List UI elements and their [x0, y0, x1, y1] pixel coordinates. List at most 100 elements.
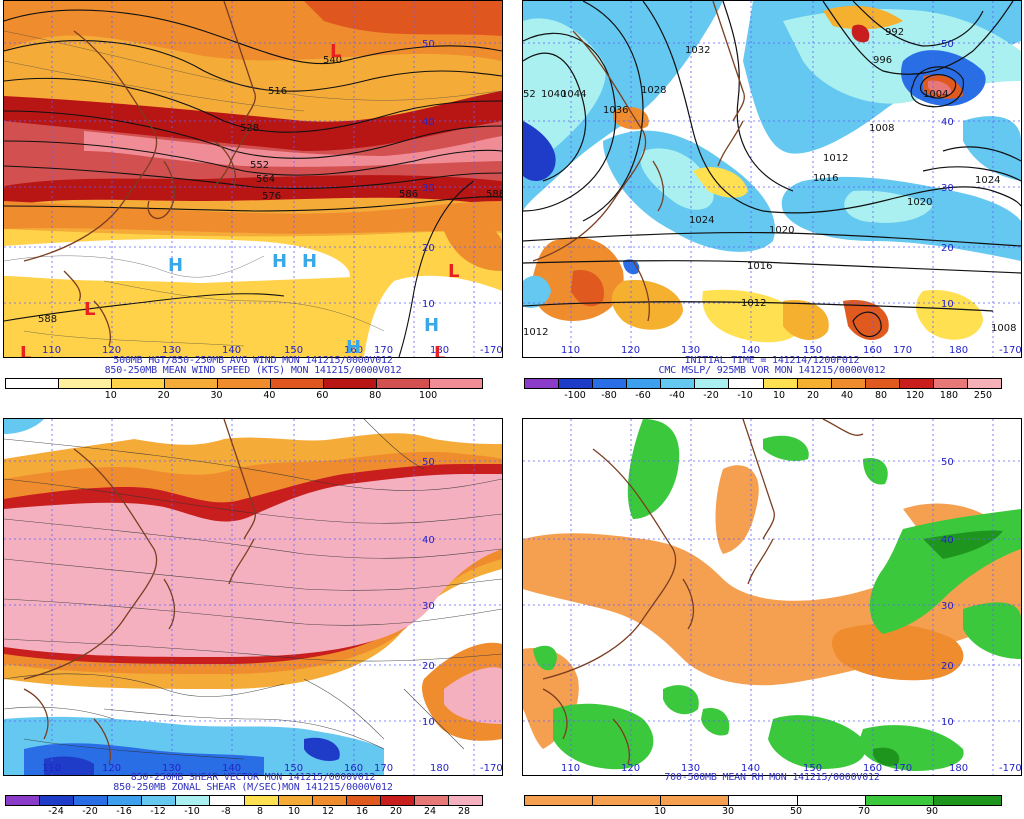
colorbar-label: -8: [221, 806, 231, 817]
isobar-label: 1032: [685, 45, 710, 56]
colorbar: [524, 795, 1002, 806]
lon-label: 130: [681, 345, 700, 356]
lat-label: 50: [422, 39, 435, 50]
lat-label: 40: [422, 535, 435, 546]
lat-label: 50: [941, 39, 954, 50]
lat-label: 10: [422, 717, 435, 728]
isobar-label: 1016: [813, 173, 838, 184]
colorbar-segment: [661, 379, 696, 388]
colorbar-label: 120: [905, 390, 925, 401]
colorbar-label: 10: [653, 806, 667, 817]
map-graphic: 50 40 30 20 10 110 120 130 140 150 160 1…: [523, 419, 1021, 775]
lon-label: -170: [480, 763, 502, 774]
colorbar-segment: [525, 379, 560, 388]
colorbar-segment: [449, 796, 483, 805]
colorbar-segment: [831, 379, 866, 388]
isobar-label: 1020: [769, 225, 794, 236]
panel-caption: 500MB HGT/850-250MB AVG WIND MON 141215/…: [104, 355, 402, 376]
lon-label: 120: [621, 345, 640, 356]
colorbar-labels: -24 -20 -16 -12 -10 -8 8 10 12 16 20 24 28: [5, 806, 481, 818]
lon-label: 160: [344, 763, 363, 774]
contour-label: 540: [323, 55, 342, 66]
contour-label: 516: [268, 86, 287, 97]
lat-label: 20: [941, 243, 954, 254]
colorbar-label: 30: [210, 390, 223, 401]
colorbar-label: 80: [369, 390, 382, 401]
colorbar-label: -16: [116, 806, 132, 817]
isobar-label: 996: [873, 55, 892, 66]
colorbar-segment: [312, 796, 347, 805]
colorbar-segment: [968, 379, 1002, 388]
isobar-label: 1012: [741, 298, 766, 309]
panel-caption: INITIAL TIME = 141214/1200F012 CMC MSLP/…: [658, 355, 886, 376]
lat-label: 30: [941, 183, 954, 194]
colorbar-segment: [142, 796, 177, 805]
colorbar-segment: [797, 379, 832, 388]
colorbar-segment: [559, 379, 594, 388]
isobar-label: 1024: [975, 175, 1000, 186]
colorbar-segment: [661, 796, 730, 805]
lon-label: 150: [284, 763, 303, 774]
colorbar-segment: [165, 379, 218, 388]
isobar-label: 1008: [991, 323, 1016, 334]
lon-label: 160: [863, 345, 882, 356]
panel-caption: 850-250MB SHEAR VECTOR MON 141215/0000V0…: [113, 772, 393, 793]
colorbar-segment: [210, 796, 245, 805]
lat-label: 40: [422, 117, 435, 128]
colorbar-segment: [593, 796, 662, 805]
lat-label: 30: [422, 601, 435, 612]
colorbar-label: -10: [737, 390, 753, 401]
colorbar-label: 10: [772, 390, 786, 401]
low-pressure-marker: L: [434, 343, 445, 357]
isobar-label: 1012: [523, 327, 548, 338]
colorbar-label: -20: [703, 390, 719, 401]
contour-label: 588: [486, 189, 502, 200]
low-pressure-marker: L: [84, 299, 95, 320]
isobar-label: 1016: [747, 261, 772, 272]
colorbar-labels: 10 30 50 70 90: [524, 806, 1000, 818]
lon-label: 160: [344, 345, 363, 356]
isobar-label: 1012: [823, 153, 848, 164]
colorbar-segment: [593, 379, 628, 388]
lon-label: 110: [42, 763, 61, 774]
contour-label: 528: [240, 123, 259, 134]
lat-label: 40: [941, 535, 954, 546]
lon-label: 180: [430, 345, 449, 356]
colorbar-segment: [176, 796, 211, 805]
lon-label: 110: [42, 345, 61, 356]
lon-label: 150: [803, 763, 822, 774]
colorbar-segment: [112, 379, 165, 388]
colorbar-segment: [865, 796, 934, 805]
colorbar: [5, 795, 483, 806]
colorbar-segment: [729, 379, 764, 388]
colorbar-segment: [74, 796, 109, 805]
colorbar-label: 250: [973, 390, 993, 401]
lon-label: 180: [430, 763, 449, 774]
colorbar-segment: [933, 379, 969, 388]
colorbar-label: 20: [389, 806, 403, 817]
colorbar-label: 50: [789, 806, 803, 817]
colorbar-segment: [377, 379, 430, 388]
colorbar-segment: [695, 379, 730, 388]
colorbar-segment: [6, 796, 41, 805]
lon-label: 120: [102, 345, 121, 356]
isobar-label: 1024: [689, 215, 714, 226]
colorbar-segment: [729, 796, 798, 805]
colorbar-segment: [430, 379, 482, 388]
colorbar-label: 180: [939, 390, 959, 401]
low-pressure-marker: L: [20, 343, 31, 357]
lon-label: 120: [102, 763, 121, 774]
colorbar-label: -80: [601, 390, 617, 401]
colorbar-segment: [346, 796, 381, 805]
lon-label: 170: [893, 763, 912, 774]
lat-label: 30: [422, 183, 435, 194]
colorbar-label: 70: [857, 806, 871, 817]
colorbar-label: -60: [635, 390, 651, 401]
lat-label: 50: [941, 457, 954, 468]
isobar-label: 1036: [603, 105, 628, 116]
colorbar-label: 12: [321, 806, 335, 817]
colorbar: [524, 378, 1002, 389]
colorbar-segment: [525, 796, 594, 805]
colorbar-label: 10: [104, 390, 117, 401]
colorbar-label: 8: [256, 806, 264, 817]
